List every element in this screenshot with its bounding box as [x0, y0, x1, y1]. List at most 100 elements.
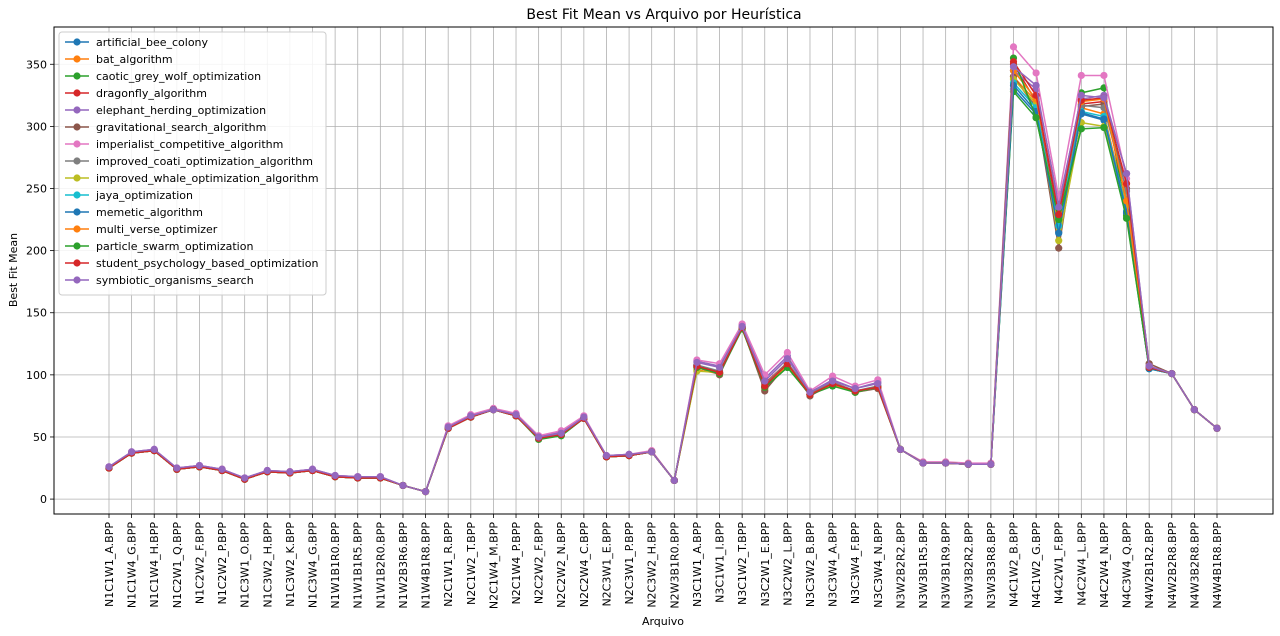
- data-point: [783, 348, 791, 357]
- data-point: [648, 448, 656, 456]
- data-point: [625, 450, 633, 458]
- data-point: [919, 459, 927, 467]
- data-point: [263, 466, 271, 475]
- y-axis-label: Best Fit Mean: [7, 233, 20, 307]
- data-point: [1009, 58, 1018, 66]
- data-point: [783, 355, 791, 363]
- y-tick-label: 300: [26, 120, 47, 133]
- x-tick-label: N3C3W4_F.BPP: [849, 522, 862, 605]
- x-tick-label: N1C3W1_O.BPP: [239, 522, 252, 608]
- data-point: [715, 368, 724, 376]
- y-tick-label: 350: [26, 58, 47, 71]
- data-point: [602, 452, 611, 460]
- y-axis-ticks: 0 50 100 150 200 250 300 350: [26, 58, 54, 506]
- series-group: [105, 43, 1221, 496]
- legend-label: symbiotic_organisms_search: [96, 274, 254, 287]
- plot-frame: [53, 26, 1274, 515]
- legend-marker: [73, 208, 81, 216]
- data-point: [128, 448, 136, 456]
- legend-label: improved_coati_optimization_algorithm: [96, 155, 313, 168]
- x-tick-label: N2C2W2_N.BPP: [555, 522, 568, 608]
- x-tick-label: N1W1B1R0.BPP: [329, 522, 342, 609]
- x-tick-label: N4C1W2_G.BPP: [1030, 522, 1043, 608]
- series-symbiotic_organisms_search: [105, 63, 1221, 496]
- data-point: [806, 388, 814, 396]
- x-tick-label: N3W3B1R9.BPP: [940, 522, 953, 609]
- x-tick-label: N4C1W2_B.BPP: [1007, 522, 1020, 608]
- legend-item: improved_whale_optimization_algorithm: [65, 172, 319, 185]
- legend-marker: [73, 55, 81, 63]
- data-point: [1009, 63, 1018, 71]
- y-tick-label: 50: [33, 431, 47, 444]
- legend-label: elephant_herding_optimization: [96, 104, 266, 117]
- data-point: [1145, 362, 1153, 370]
- legend-item: improved_coati_optimization_algorithm: [65, 155, 313, 168]
- data-point: [1055, 244, 1063, 252]
- legend: artificial_bee_colony bat_algorithmcaotic…: [58, 31, 327, 296]
- x-tick-label: N2C1W2_T.BPP: [465, 522, 478, 605]
- legend-marker: [73, 259, 81, 267]
- x-tick-label: N2W3B1R0.BPP: [668, 522, 681, 609]
- x-tick-label: N3C1W1_I.BPP: [714, 522, 727, 603]
- x-tick-label: N4C3W4_Q.BPP: [1121, 522, 1134, 609]
- data-point: [1190, 406, 1198, 414]
- legend-label: gravitational_search_algorithm: [96, 121, 266, 134]
- legend-marker: [73, 242, 81, 250]
- legend-marker: [73, 225, 81, 233]
- legend-marker: [73, 276, 81, 284]
- legend-box: [58, 31, 327, 296]
- data-point: [1077, 91, 1085, 99]
- data-point: [173, 464, 181, 472]
- data-point: [580, 413, 588, 421]
- x-tick-label: N2C2W4_C.BPP: [578, 522, 591, 608]
- data-point: [444, 423, 452, 431]
- data-point: [896, 445, 905, 453]
- legend-marker: [73, 140, 81, 148]
- x-tick-label: N4C2W1_F.BPP: [1053, 522, 1066, 605]
- data-point: [557, 429, 565, 437]
- x-axis-label: Arquivo: [642, 615, 684, 628]
- legend-item: dragonfly_algorithm: [65, 87, 207, 100]
- legend-item: symbiotic_organisms_search: [65, 274, 254, 287]
- x-tick-label: N2C3W1_E.BPP: [600, 522, 613, 607]
- data-point: [1055, 237, 1063, 245]
- data-point: [1213, 424, 1221, 432]
- x-tick-label: N3C3W2_B.BPP: [804, 522, 817, 608]
- y-tick-label: 0: [40, 493, 47, 506]
- data-point: [331, 471, 339, 480]
- data-point: [1122, 169, 1131, 178]
- legend-label: student_psychology_based_optimization: [96, 257, 318, 270]
- x-tick-label: N2C3W1_P.BPP: [623, 522, 636, 605]
- y-tick-label: 100: [26, 369, 47, 382]
- x-tick-label: N1C2W2_P.BPP: [216, 522, 229, 605]
- x-tick-label: N3W3B3R8.BPP: [985, 522, 998, 609]
- x-tick-label: N1C3W2_H.BPP: [261, 522, 274, 608]
- x-tick-label: N1W1B2R0.BPP: [374, 522, 387, 609]
- legend-label: bat_algorithm: [96, 53, 173, 66]
- legend-item: bat_algorithm: [65, 53, 173, 66]
- data-point: [828, 372, 837, 380]
- data-point: [738, 322, 746, 331]
- data-point: [1009, 43, 1018, 51]
- data-point: [1168, 370, 1176, 378]
- data-point: [670, 476, 678, 485]
- data-point: [512, 411, 520, 419]
- data-point: [195, 461, 204, 470]
- legend-item: multi_verse_optimizer: [65, 223, 218, 236]
- data-point: [1055, 215, 1063, 224]
- legend-marker: [73, 89, 81, 97]
- legend-label: artificial_bee_colony: [96, 36, 209, 49]
- legend-item: particle_swarm_optimization: [65, 240, 253, 253]
- legend-marker: [73, 72, 81, 80]
- legend-label: caotic_grey_wolf_optimization: [96, 70, 261, 83]
- x-tick-label: N4W4B1R8.BPP: [1211, 522, 1224, 609]
- x-tick-label: N1C3W4_G.BPP: [307, 522, 320, 608]
- x-tick-label: N1C1W4_H.BPP: [148, 522, 161, 608]
- data-point: [376, 473, 384, 481]
- data-point: [1055, 229, 1063, 237]
- data-point: [105, 463, 113, 471]
- data-point: [399, 481, 407, 490]
- y-tick-label: 150: [26, 307, 47, 320]
- data-point: [535, 433, 543, 441]
